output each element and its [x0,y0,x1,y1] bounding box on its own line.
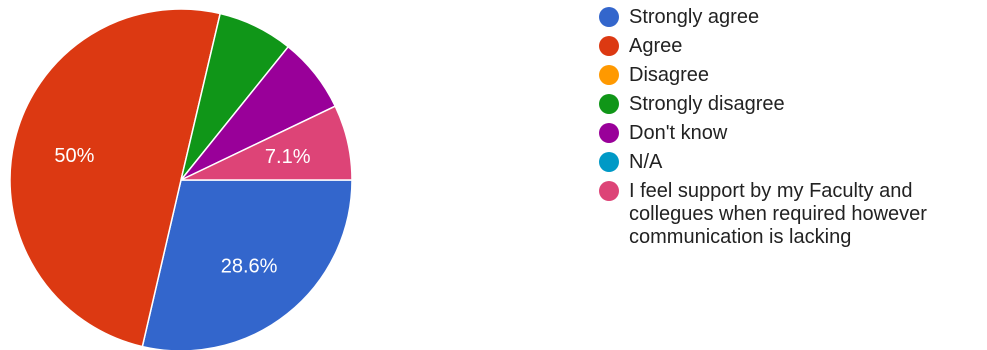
legend-swatch-faculty-support [599,181,619,201]
pie-slice-strongly-agree[interactable] [141,179,353,350]
legend-swatch-agree [599,36,619,56]
legend-label-strongly-disagree: Strongly disagree [629,93,785,115]
legend-item-faculty-support[interactable]: I feel support by my Faculty and collegu… [599,180,979,249]
legend: Strongly agree Agree Disagree Strongly d… [599,6,979,255]
legend-item-na[interactable]: N/A [599,151,979,174]
legend-label-dont-know: Don't know [629,122,728,144]
legend-item-dont-know[interactable]: Don't know [599,122,979,145]
legend-swatch-dont-know [599,123,619,143]
legend-item-disagree[interactable]: Disagree [599,64,979,87]
legend-item-strongly-agree[interactable]: Strongly agree [599,6,979,29]
slice-label-agree: 50% [54,145,94,167]
slice-label-i-feel-support-by-my-faculty-a: 7.1% [265,146,311,168]
pie-slice-i-feel-support-by-my-faculty-a[interactable] [180,105,353,181]
legend-swatch-strongly-disagree [599,94,619,114]
legend-label-faculty-support: I feel support by my Faculty and collegu… [629,180,927,248]
legend-item-agree[interactable]: Agree [599,35,979,58]
legend-swatch-na [599,152,619,172]
legend-label-agree: Agree [629,35,683,57]
legend-label-disagree: Disagree [629,64,710,86]
legend-swatch-disagree [599,65,619,85]
legend-label-na: N/A [629,151,663,173]
pie-plot: 28.6% 50% 7.1% [9,8,353,350]
legend-item-strongly-disagree[interactable]: Strongly disagree [599,93,979,116]
legend-swatch-strongly-agree [599,7,619,27]
slice-label-strongly-agree: 28.6% [221,256,278,278]
pie-slice-agree[interactable] [9,8,222,348]
legend-label-strongly-agree: Strongly agree [629,6,760,28]
